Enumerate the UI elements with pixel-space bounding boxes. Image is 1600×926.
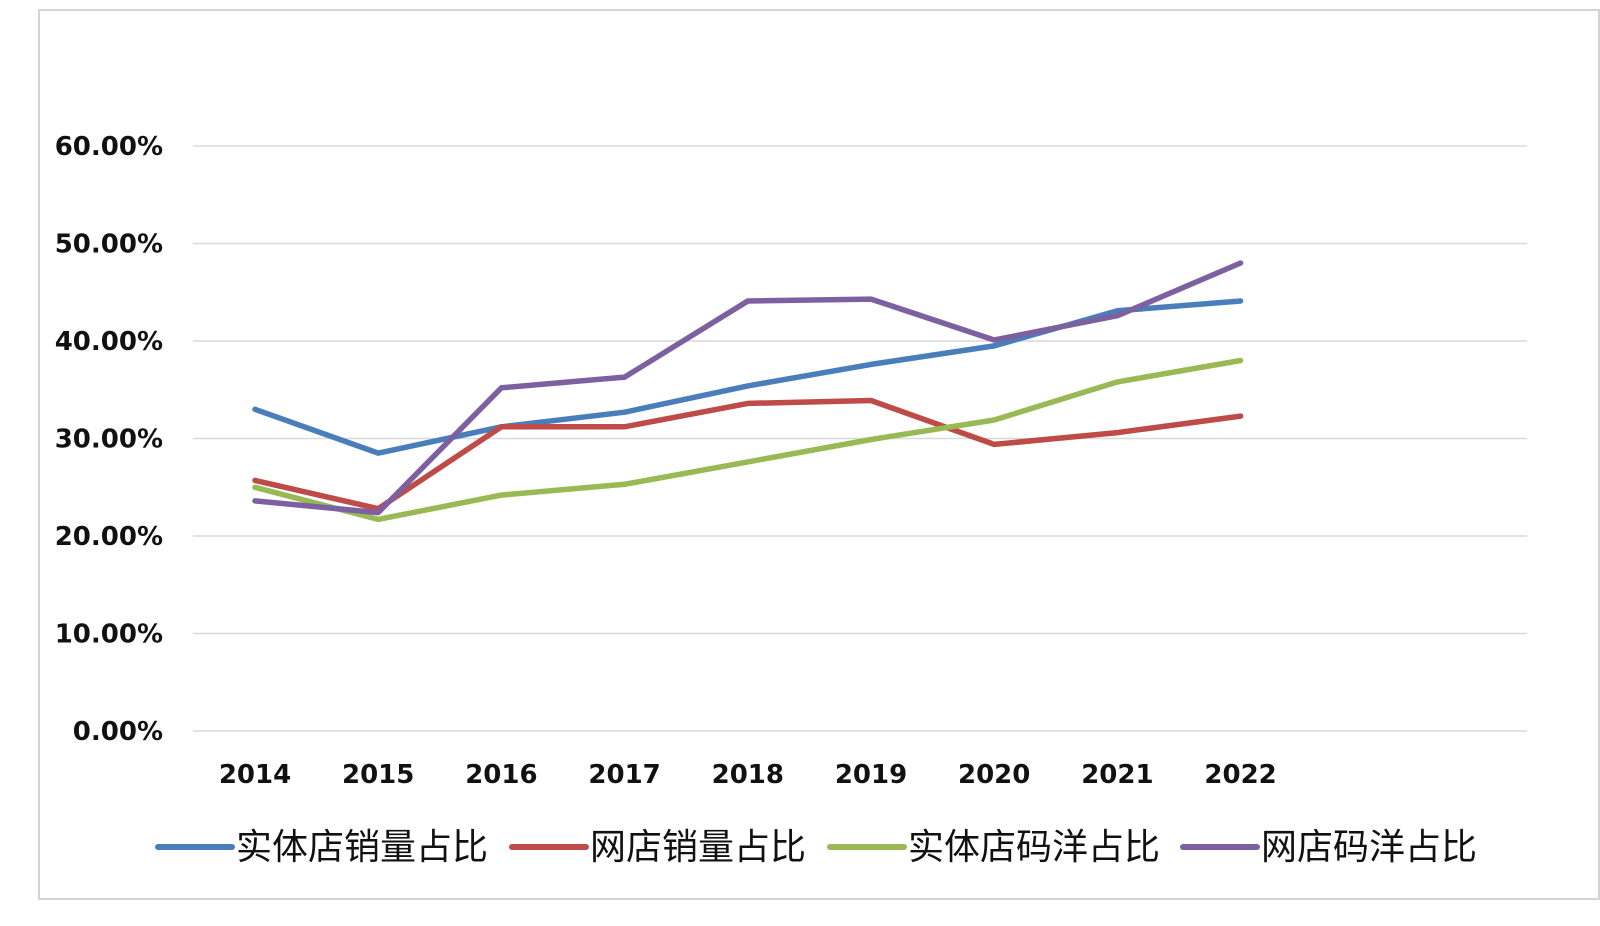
y-tick-label: 40.00%: [55, 327, 163, 357]
y-tick-label: 0.00%: [73, 717, 163, 747]
y-tick-label: 60.00%: [55, 132, 163, 162]
legend-item: 网店销量占比: [509, 827, 806, 868]
chart-frame: [38, 9, 1600, 900]
x-tick-label: 2015: [342, 760, 414, 790]
legend-item: 网店码洋占比: [1180, 827, 1477, 868]
series-lines: [252, 260, 1244, 523]
series-line-1: [252, 298, 1244, 456]
y-axis-ticks: 0.00% 10.00% 20.00% 30.00% 40.00% 50.00% 60.00…: [55, 132, 163, 747]
x-tick-label: 2017: [588, 760, 660, 790]
series-line-4: [252, 260, 1244, 516]
legend-item: 实体店销量占比: [155, 827, 488, 868]
x-tick-label: 2014: [219, 760, 291, 790]
y-tick-label: 50.00%: [55, 230, 163, 260]
legend-label: 实体店码洋占比: [908, 827, 1160, 868]
y-tick-label: 10.00%: [55, 620, 163, 650]
gridlines: [193, 145, 1527, 732]
legend-label: 网店码洋占比: [1261, 827, 1477, 868]
x-tick-label: 2021: [1081, 760, 1153, 790]
x-tick-label: 2016: [465, 760, 537, 790]
legend: 实体店销量占比 网店销量占比 实体店码洋占比 网店码洋占比: [155, 827, 1477, 868]
series-line-2: [252, 397, 1244, 512]
legend-label: 网店销量占比: [590, 827, 806, 868]
x-tick-label: 2019: [835, 760, 907, 790]
x-tick-label: 2020: [958, 760, 1030, 790]
series-line-3: [252, 357, 1244, 523]
x-tick-label: 2022: [1204, 760, 1276, 790]
x-axis-ticks: 2014 2015 2016 2017 2018 2019 2020 2021 2022: [219, 760, 1277, 790]
y-tick-label: 20.00%: [55, 522, 163, 552]
x-tick-label: 2018: [712, 760, 784, 790]
legend-label: 实体店销量占比: [236, 827, 488, 868]
y-tick-label: 30.00%: [55, 425, 163, 455]
legend-item: 实体店码洋占比: [827, 827, 1160, 868]
